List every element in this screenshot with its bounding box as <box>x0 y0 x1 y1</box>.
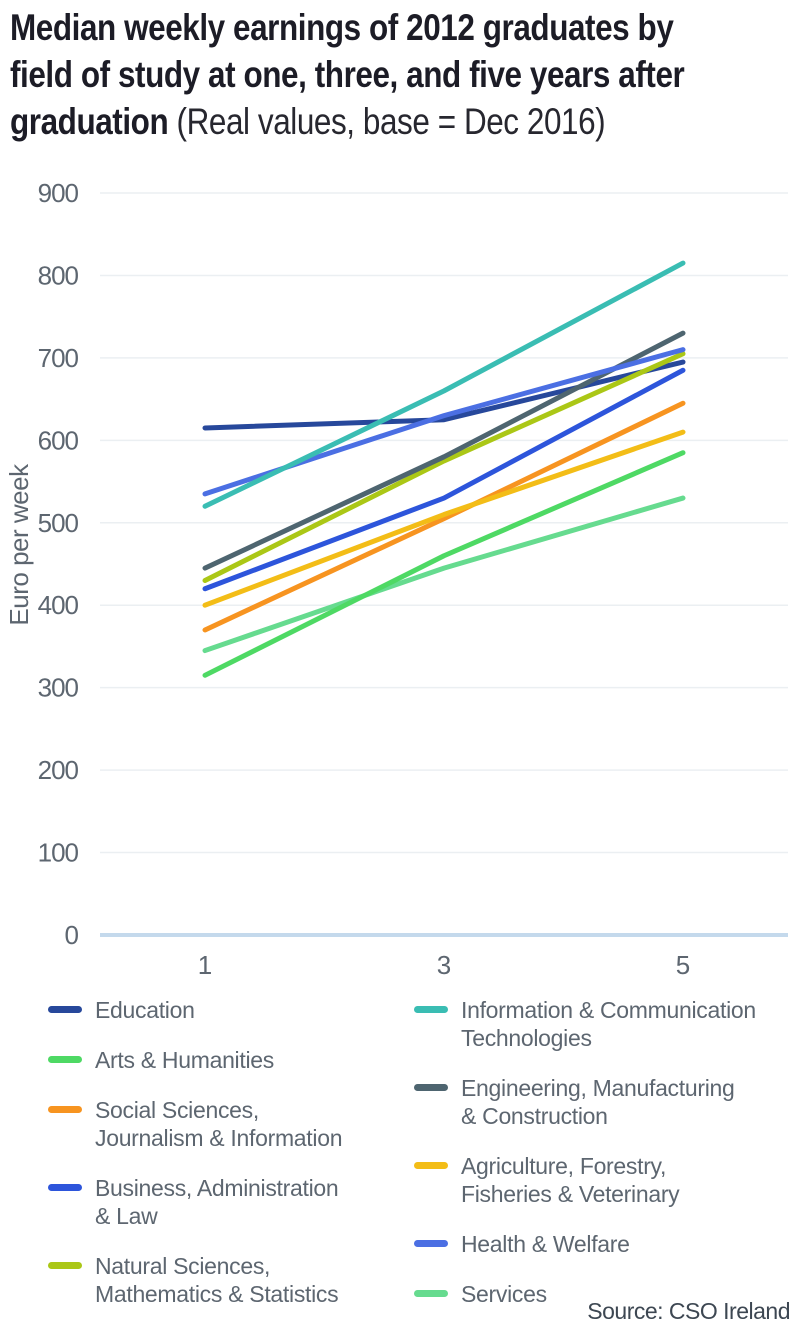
legend-swatch <box>414 1084 448 1091</box>
legend-swatch <box>48 1056 82 1063</box>
legend-swatch <box>414 1240 448 1247</box>
y-tick-label: 300 <box>38 673 79 703</box>
legend-item: Social Sciences, Journalism & Informatio… <box>48 1096 378 1152</box>
legend-swatch <box>414 1006 448 1013</box>
y-tick-label: 500 <box>38 508 79 538</box>
series-line-social-sciences-journalism-information <box>202 400 686 633</box>
chart-subtitle: (Real values, base = Dec 2016) <box>168 101 606 142</box>
legend-swatch <box>414 1290 448 1297</box>
legend-label: Engineering, Manufacturing & Constructio… <box>461 1075 735 1129</box>
legend-item: Services <box>414 1280 790 1308</box>
legend-item: Business, Administration & Law <box>48 1174 378 1230</box>
series-line-education <box>202 359 686 431</box>
legend-swatch <box>48 1262 82 1269</box>
series-line-natural-sciences-mathematics-statistics <box>202 351 686 583</box>
series-line-engineering-manufacturing-construction <box>202 330 686 571</box>
chart-title-line-3: graduation (Real values, base = Dec 2016… <box>10 98 800 145</box>
chart-title-line-3-bold: graduation <box>10 101 169 142</box>
earnings-line-chart: 900 800 700 600 500 400 300 200 100 0 1 3 5 Euro per … <box>4 178 788 980</box>
chart-title: Median weekly earnings of 2012 graduates… <box>10 4 800 145</box>
legend-label: Services <box>461 1281 547 1307</box>
source-note: Source: CSO Ireland <box>587 1298 790 1324</box>
legend-label: Natural Sciences, Mathematics & Statisti… <box>95 1253 339 1307</box>
x-tick-label: 1 <box>198 950 212 980</box>
legend-label: Education <box>95 997 195 1023</box>
legend-label: Information & Communication Technologies <box>461 997 756 1051</box>
legend-swatch <box>48 1106 82 1113</box>
y-tick-label: 100 <box>38 838 79 868</box>
y-tick-label: 700 <box>38 343 79 373</box>
y-tick-label: 200 <box>38 755 79 785</box>
legend-column-left: Education Arts & Humanities Social Science… <box>48 996 378 1330</box>
series-line-business-administration-law <box>202 367 686 592</box>
y-tick-label: 600 <box>38 425 79 455</box>
legend-label: Social Sciences, Journalism & Informatio… <box>95 1097 343 1151</box>
y-tick-label: 0 <box>65 920 79 950</box>
series-line-services <box>202 495 686 654</box>
legend-item: Education <box>48 996 378 1024</box>
legend-item: Health & Welfare <box>414 1230 790 1258</box>
legend-item: Information & Communication Technologies <box>414 996 790 1052</box>
chart-title-line-1: Median weekly earnings of 2012 graduates… <box>10 7 674 48</box>
series-line-agriculture-forestry-fisheries-veterinary <box>202 429 686 608</box>
y-axis-title: Euro per week <box>4 463 34 626</box>
legend-swatch <box>414 1162 448 1169</box>
y-tick-label: 400 <box>38 590 79 620</box>
legend-item: Engineering, Manufacturing & Constructio… <box>414 1074 790 1130</box>
legend-swatch <box>48 1006 82 1013</box>
y-tick-label: 900 <box>38 178 79 208</box>
y-tick-label: 800 <box>38 260 79 290</box>
legend-label: Agriculture, Forestry, Fisheries & Veter… <box>461 1153 680 1207</box>
series-line-information-communication-technologies <box>202 260 686 509</box>
x-tick-label: 5 <box>676 950 690 980</box>
x-tick-label: 3 <box>437 950 451 980</box>
legend-swatch <box>48 1184 82 1191</box>
series-line-arts-humanities <box>202 450 686 678</box>
legend-label: Arts & Humanities <box>95 1047 274 1073</box>
legend-item: Natural Sciences, Mathematics & Statisti… <box>48 1252 378 1308</box>
legend-item: Agriculture, Forestry, Fisheries & Veter… <box>414 1152 790 1208</box>
legend-label: Health & Welfare <box>461 1231 630 1257</box>
legend-column-right: Information & Communication Technologies… <box>414 996 790 1330</box>
legend-label: Business, Administration & Law <box>95 1175 339 1229</box>
chart-title-line-2: field of study at one, three, and five y… <box>10 54 685 95</box>
legend-item: Arts & Humanities <box>48 1046 378 1074</box>
